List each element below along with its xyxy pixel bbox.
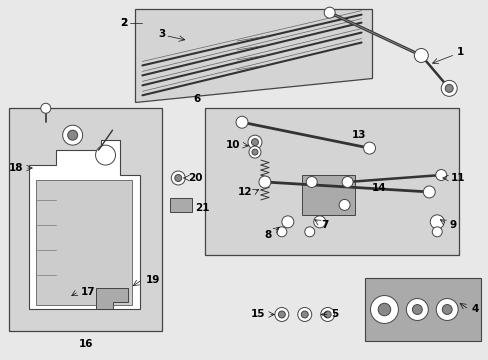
Polygon shape [170,198,192,212]
Text: 5: 5 [331,310,338,319]
Text: 4: 4 [470,305,478,315]
Circle shape [342,176,352,188]
Circle shape [174,175,182,181]
Circle shape [320,307,334,321]
Circle shape [324,7,334,18]
Polygon shape [135,9,371,102]
Text: 14: 14 [371,183,386,193]
Circle shape [248,146,261,158]
Text: 2: 2 [120,18,127,28]
Circle shape [171,171,185,185]
Circle shape [247,135,262,149]
Text: 20: 20 [188,173,203,183]
Text: 7: 7 [321,220,328,230]
Circle shape [297,307,311,321]
Circle shape [251,139,258,146]
Text: 17: 17 [81,287,95,297]
Text: 19: 19 [145,275,160,285]
Polygon shape [364,278,480,341]
Circle shape [274,307,288,321]
Circle shape [423,186,434,198]
Circle shape [304,227,314,237]
Text: 2: 2 [120,18,127,28]
Circle shape [67,130,78,140]
Circle shape [62,125,82,145]
Circle shape [440,80,456,96]
Circle shape [429,215,443,229]
Text: 15: 15 [250,310,264,319]
Circle shape [363,142,375,154]
Polygon shape [301,175,354,215]
Text: 16: 16 [78,339,93,350]
Circle shape [441,305,451,314]
Circle shape [95,145,115,165]
Circle shape [413,49,427,62]
Text: 12: 12 [237,187,251,197]
Circle shape [411,305,422,314]
Circle shape [276,227,286,237]
Text: 18: 18 [8,163,23,173]
Circle shape [377,303,390,316]
Circle shape [431,227,441,237]
Circle shape [444,84,452,92]
Text: 21: 21 [195,203,209,213]
Text: 11: 11 [450,173,465,183]
Polygon shape [95,288,128,310]
Circle shape [313,216,325,228]
Circle shape [236,116,247,128]
Text: 13: 13 [351,130,366,140]
Circle shape [251,149,258,155]
Circle shape [370,296,398,323]
Circle shape [278,311,285,318]
Text: 8: 8 [264,230,271,240]
Circle shape [281,216,293,228]
Polygon shape [205,108,458,255]
Circle shape [41,103,51,113]
Circle shape [259,176,270,188]
Circle shape [339,199,349,210]
Polygon shape [9,108,162,332]
Polygon shape [36,180,132,305]
Text: 10: 10 [225,140,240,150]
Text: 1: 1 [456,48,464,58]
Circle shape [435,298,457,320]
Circle shape [301,311,307,318]
Circle shape [305,176,317,188]
Circle shape [435,170,446,180]
Text: 3: 3 [158,28,165,39]
Circle shape [406,298,427,320]
Text: 6: 6 [193,94,200,104]
Polygon shape [29,140,140,310]
Text: 9: 9 [448,220,455,230]
Circle shape [324,311,330,318]
